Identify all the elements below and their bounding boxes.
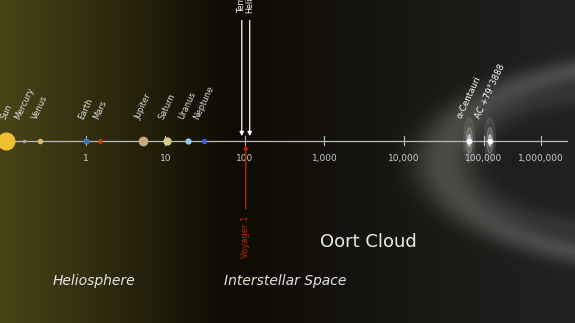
- Circle shape: [463, 118, 475, 163]
- Text: Heliosphere: Heliosphere: [52, 274, 135, 288]
- Circle shape: [468, 135, 471, 146]
- Text: Heliopause: Heliopause: [245, 0, 254, 13]
- Text: Earth: Earth: [77, 97, 95, 121]
- Circle shape: [489, 135, 491, 146]
- Text: Uranus: Uranus: [177, 90, 198, 121]
- Text: 1,000,000: 1,000,000: [518, 154, 564, 163]
- Text: Venus: Venus: [30, 94, 49, 121]
- Circle shape: [484, 118, 496, 163]
- Text: Mercury: Mercury: [13, 86, 35, 121]
- Text: Interstellar Space: Interstellar Space: [224, 274, 346, 288]
- Text: Neptune: Neptune: [192, 85, 215, 121]
- Text: α-Centauri: α-Centauri: [455, 74, 483, 120]
- Text: Sun: Sun: [0, 103, 14, 121]
- Text: Oort Cloud: Oort Cloud: [320, 233, 417, 251]
- Text: Mars: Mars: [92, 99, 109, 121]
- Text: Voyager 1: Voyager 1: [242, 215, 250, 258]
- Text: AC +79°3888: AC +79°3888: [473, 62, 507, 120]
- Circle shape: [486, 128, 493, 153]
- Text: 10: 10: [160, 154, 171, 163]
- Text: 1: 1: [83, 154, 89, 163]
- Text: Termination Shock: Termination Shock: [237, 0, 246, 13]
- Text: 100,000: 100,000: [465, 154, 502, 163]
- Text: 10,000: 10,000: [388, 154, 420, 163]
- Text: Saturn: Saturn: [157, 92, 177, 121]
- Text: 100: 100: [236, 154, 254, 163]
- Text: 1,000: 1,000: [312, 154, 338, 163]
- Circle shape: [466, 128, 473, 153]
- Text: Jupiter: Jupiter: [133, 92, 153, 121]
